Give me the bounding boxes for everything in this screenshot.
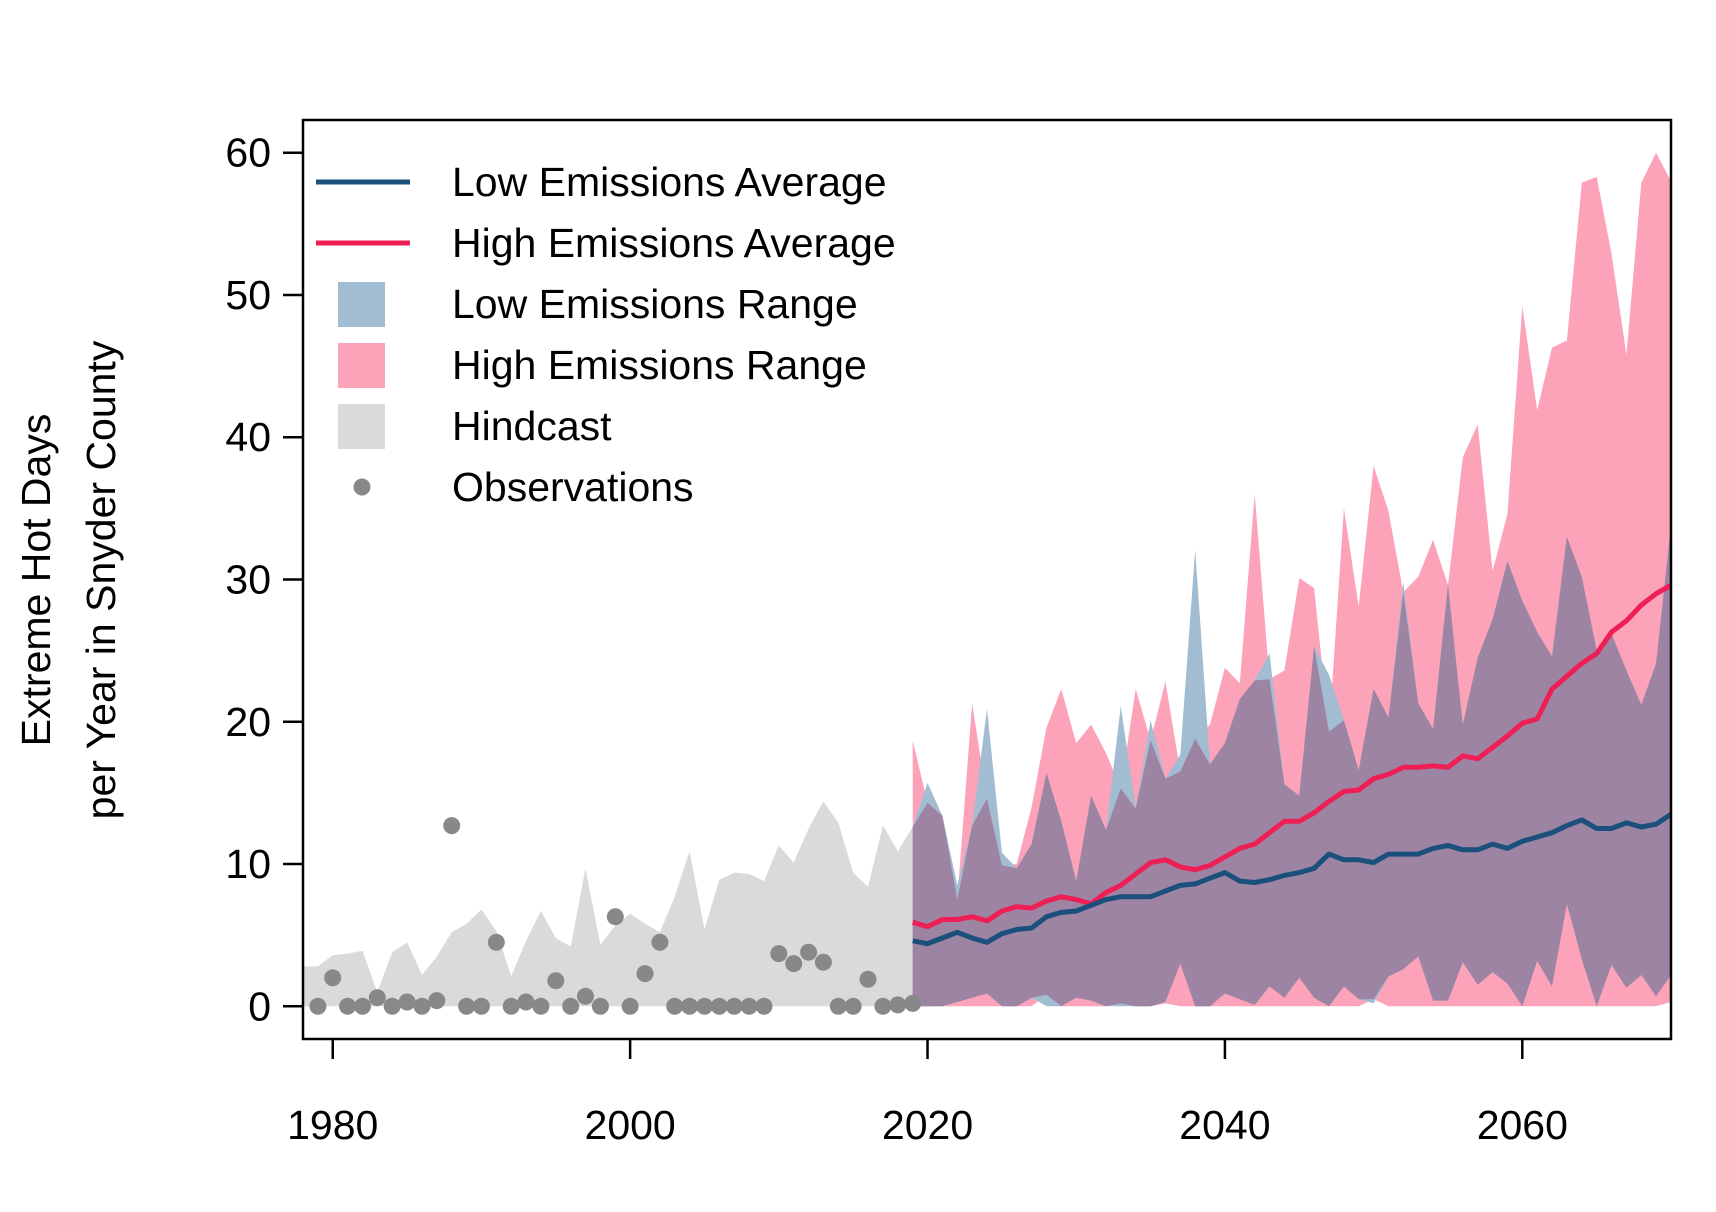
observation-point bbox=[800, 943, 818, 961]
x-tick-label: 2000 bbox=[585, 1102, 676, 1148]
legend-swatch-box bbox=[338, 343, 385, 388]
observation-point bbox=[324, 969, 342, 987]
legend-label: Low Emissions Average bbox=[452, 159, 887, 205]
y-axis-label-line-1: Extreme Hot Days bbox=[13, 414, 59, 747]
legend-swatch-box bbox=[338, 282, 385, 327]
y-tick-label: 0 bbox=[248, 983, 271, 1029]
observation-point bbox=[309, 997, 327, 1015]
observation-point bbox=[874, 997, 892, 1015]
observation-point bbox=[383, 997, 401, 1015]
observation-point bbox=[889, 996, 907, 1014]
axes: 0 10 20 30 40 50 60 1980 2000 2020 2040 2060 bbox=[225, 130, 1568, 1148]
legend-item: Low Emissions Range bbox=[338, 281, 858, 327]
observation-point bbox=[562, 997, 580, 1015]
y-tick-label: 30 bbox=[225, 557, 271, 603]
observation-point bbox=[785, 955, 803, 973]
observation-point bbox=[829, 997, 847, 1015]
y-tick-label: 60 bbox=[225, 130, 271, 176]
x-tick-label: 2020 bbox=[882, 1102, 973, 1148]
legend-label: Hindcast bbox=[452, 403, 612, 449]
overlap-range-band bbox=[912, 525, 1671, 1007]
observation-point bbox=[532, 997, 550, 1015]
observation-point bbox=[621, 997, 639, 1015]
observation-point bbox=[368, 989, 386, 1007]
legend-label: Low Emissions Range bbox=[452, 281, 858, 327]
observation-point bbox=[472, 997, 490, 1015]
observation-point bbox=[517, 993, 535, 1011]
legend-label: High Emissions Range bbox=[452, 342, 867, 388]
observation-point bbox=[636, 965, 654, 983]
observation-point bbox=[591, 997, 609, 1015]
observation-point bbox=[398, 993, 416, 1011]
observation-point bbox=[413, 997, 431, 1015]
observation-point bbox=[428, 992, 446, 1010]
observation-point bbox=[458, 997, 476, 1015]
observation-point bbox=[577, 987, 594, 1005]
y-tick-label: 50 bbox=[225, 272, 271, 318]
x-tick-label: 1980 bbox=[287, 1102, 378, 1148]
legend-item: High Emissions Range bbox=[338, 342, 867, 388]
observation-point bbox=[740, 997, 758, 1015]
observation-point bbox=[770, 945, 788, 963]
observation-point bbox=[339, 997, 357, 1015]
legend-swatch-point bbox=[353, 478, 371, 496]
observation-point bbox=[443, 817, 461, 835]
plot-area bbox=[303, 152, 1671, 1015]
observation-point bbox=[606, 908, 624, 926]
observation-point bbox=[354, 997, 371, 1015]
legend-item: Hindcast bbox=[338, 403, 612, 449]
low-emissions-average-line bbox=[912, 812, 1671, 947]
observation-point bbox=[710, 997, 728, 1015]
x-tick-label: 2040 bbox=[1179, 1102, 1270, 1148]
observation-point bbox=[904, 994, 922, 1012]
legend: Low Emissions Average High Emissions Aver… bbox=[316, 159, 896, 510]
observation-point bbox=[725, 997, 743, 1015]
x-tick-label: 2060 bbox=[1477, 1102, 1568, 1148]
legend-swatch-box bbox=[338, 404, 385, 449]
y-tick-label: 20 bbox=[225, 699, 271, 745]
observation-point bbox=[666, 997, 684, 1015]
legend-item: Observations bbox=[353, 464, 694, 510]
observation-point bbox=[651, 933, 669, 951]
y-axis-label-line-2: per Year in Snyder County bbox=[78, 340, 124, 819]
observation-point bbox=[755, 997, 773, 1015]
observation-point bbox=[859, 970, 877, 988]
observation-point bbox=[844, 997, 862, 1015]
legend-item: Low Emissions Average bbox=[316, 159, 887, 205]
hindcast-band bbox=[303, 801, 913, 1007]
observation-point bbox=[681, 997, 699, 1015]
y-tick-label: 40 bbox=[225, 414, 271, 460]
legend-label: Observations bbox=[452, 464, 694, 510]
legend-item: High Emissions Average bbox=[316, 220, 896, 266]
observation-point bbox=[814, 953, 832, 971]
observation-point bbox=[696, 997, 713, 1015]
legend-label: High Emissions Average bbox=[452, 220, 896, 266]
y-tick-label: 10 bbox=[225, 841, 271, 887]
observation-point bbox=[547, 972, 565, 990]
high-emissions-average-line bbox=[912, 583, 1671, 930]
observation-point bbox=[487, 933, 505, 951]
observation-point bbox=[502, 997, 520, 1015]
y-axis-label: Extreme Hot Days per Year in Snyder Coun… bbox=[13, 340, 124, 819]
